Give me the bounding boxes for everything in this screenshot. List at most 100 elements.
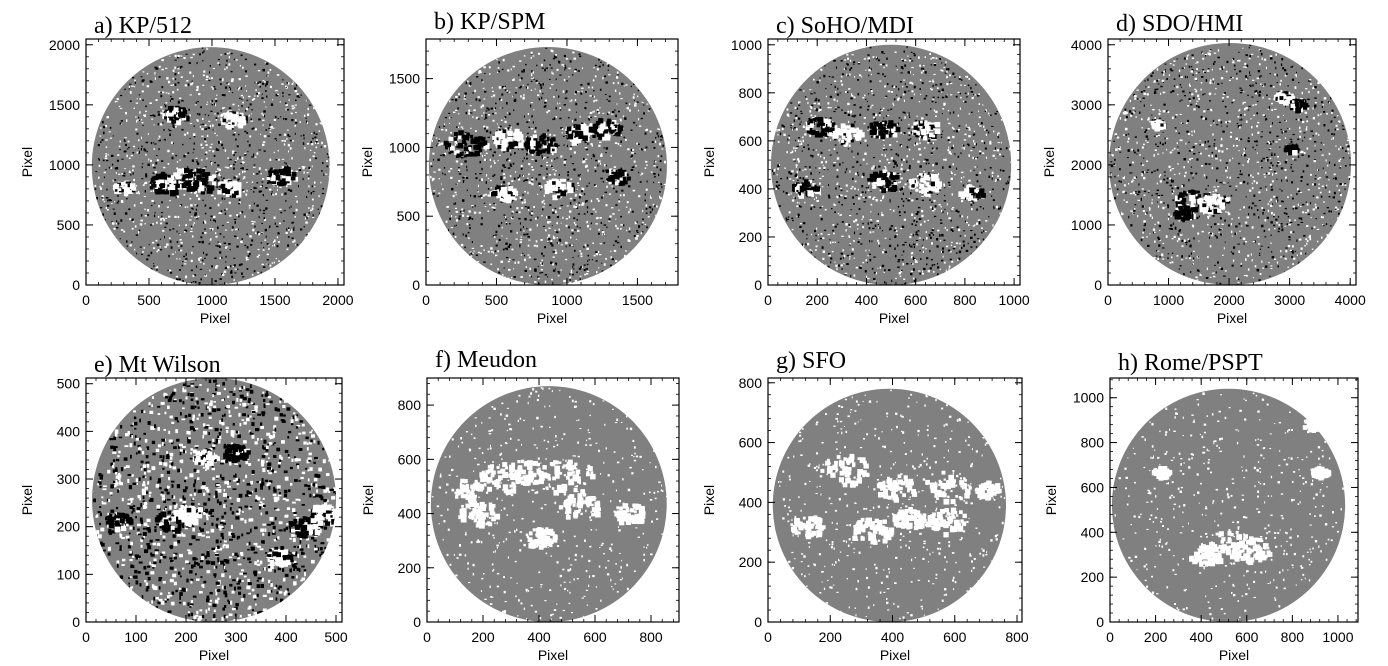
y-tick-label: 1000 [49,157,80,173]
x-axis-label: Pixel [200,310,230,326]
x-axis-label: Pixel [879,310,909,326]
y-tick-label: 400 [739,494,763,510]
y-tick-label: 1500 [389,71,420,87]
x-tick-label: 1000 [551,292,582,308]
y-tick-label: 400 [398,506,422,522]
y-tick-label: 200 [739,229,763,245]
x-axis-label: Pixel [538,647,568,663]
panel-title: a) KP/512 [94,13,192,39]
y-axis-label: Pixel [701,147,717,177]
y-tick-label: 600 [739,133,763,149]
y-tick-label: 0 [413,614,421,630]
flux-texture [94,47,330,285]
x-tick-label: 200 [819,629,843,645]
y-tick-label: 300 [57,471,81,487]
y-tick-label: 0 [754,614,762,630]
y-tick-label: 1000 [731,37,762,53]
x-tick-label: 0 [764,629,772,645]
y-axis-label: Pixel [19,147,35,177]
y-tick-label: 100 [57,566,81,582]
y-tick-label: 0 [72,277,80,293]
x-tick-label: 1000 [1153,292,1184,308]
flux-texture [772,46,1012,285]
panel-b: 0 500 1000 1500 0 500 1000 1500 Pixel Pixel b) KP/… [359,9,679,326]
x-tick-label: 200 [471,629,495,645]
panel-c: 0 200 400 600 800 1000 0 200 400 600 800 1000 Pixel P… [701,13,1030,326]
x-tick-label: 1000 [1322,629,1353,645]
x-axis-label: Pixel [537,310,567,326]
x-tick-label: 0 [82,292,90,308]
y-tick-label: 800 [398,397,422,413]
x-tick-label: 2000 [1214,292,1245,308]
x-tick-label: 600 [943,629,967,645]
x-tick-label: 2000 [322,292,353,308]
plot-frame [1109,377,1359,623]
y-tick-label: 800 [1081,435,1105,451]
y-axis-label: Pixel [360,485,376,515]
solar-disk [1108,42,1352,285]
x-tick-label: 200 [1144,629,1168,645]
y-tick-label: 200 [57,519,81,535]
x-tick-label: 400 [527,629,551,645]
x-tick-label: 400 [881,629,905,645]
x-tick-label: 500 [137,292,161,308]
x-axis-label: Pixel [1219,647,1249,663]
x-tick-label: 3000 [1274,292,1305,308]
solar-disk [91,47,330,285]
panel-a: 0 500 1000 1500 2000 0 500 1000 1500 2000 Pixel Pix… [19,13,354,326]
flux-texture [431,387,667,620]
x-tick-label: 500 [485,292,509,308]
x-tick-label: 800 [953,292,977,308]
x-axis-label: Pixel [199,647,229,663]
y-tick-label: 600 [739,435,763,451]
y-tick-label: 200 [739,554,763,570]
y-tick-label: 0 [412,277,420,293]
y-axis-label: Pixel [1041,147,1057,177]
panel-d: 0 1000 2000 3000 4000 0 1000 2000 3000 4000 Pixel P… [1041,11,1366,326]
x-tick-label: 0 [82,629,90,645]
y-tick-label: 400 [1081,524,1105,540]
x-tick-label: 0 [422,292,430,308]
y-tick-label: 1000 [389,139,420,155]
y-tick-label: 1000 [1073,390,1104,406]
solar-disk [770,44,1012,285]
y-tick-label: 2000 [49,37,80,53]
x-tick-label: 1500 [259,292,290,308]
y-tick-label: 500 [57,376,81,392]
y-axis-label: Pixel [19,485,35,515]
flux-texture [778,389,1007,622]
x-tick-label: 600 [1235,629,1259,645]
panel-title: b) KP/SPM [434,9,545,35]
y-tick-label: 500 [397,208,421,224]
x-tick-label: 0 [1106,629,1114,645]
x-tick-label: 200 [174,629,198,645]
flux-texture [429,47,666,285]
y-axis-label: Pixel [359,147,375,177]
y-axis-label: Pixel [1043,485,1059,515]
panel-title: d) SDO/HMI [1116,11,1243,37]
flux-texture [1109,44,1352,285]
panel-g: 0 200 400 600 800 0 200 400 600 800 Pixel Pixel g) S… [701,348,1029,663]
panel-e: 0 100 200 300 400 500 0 100 200 300 400 500 Pixel Pix… [19,352,348,663]
y-tick-label: 600 [398,451,422,467]
y-axis-label: Pixel [701,485,717,515]
x-tick-label: 100 [124,629,148,645]
panel-title: f) Meudon [435,347,537,373]
solar-disk [772,388,1007,622]
x-tick-label: 400 [855,292,879,308]
x-tick-label: 0 [423,629,431,645]
x-tick-label: 300 [224,629,248,645]
y-tick-label: 500 [57,217,81,233]
panel-title: h) Rome/PSPT [1118,350,1263,376]
solar-disk [1111,388,1346,622]
y-tick-label: 4000 [1071,37,1102,53]
panel-f: 0 200 400 600 800 0 200 400 600 800 Pixel Pixel f) M… [360,347,680,663]
panel-title: e) Mt Wilson [94,352,221,378]
x-tick-label: 1000 [196,292,227,308]
x-tick-label: 1000 [999,292,1030,308]
y-tick-label: 800 [739,375,763,391]
x-tick-label: 400 [274,629,298,645]
x-tick-label: 600 [583,629,607,645]
y-tick-label: 0 [754,277,762,293]
